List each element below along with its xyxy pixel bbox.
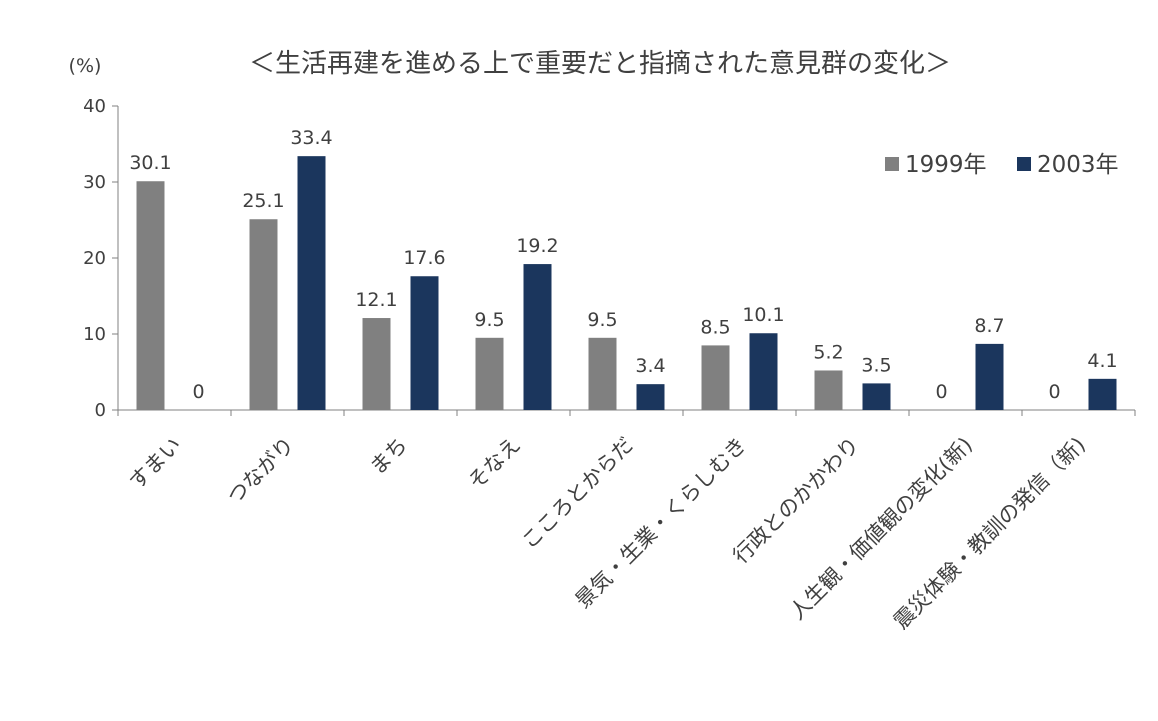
y-axis-unit-label: (%)	[69, 55, 102, 77]
bar-series1	[814, 370, 843, 410]
bar-series2	[862, 383, 891, 410]
bar-series1	[362, 318, 391, 410]
x-category-label: すまい	[125, 433, 187, 495]
data-label: 8.5	[700, 316, 730, 338]
data-label: 5.2	[813, 341, 843, 363]
data-label: 0	[192, 381, 204, 403]
x-category-label: 人生観・価値観の変化(新)	[785, 433, 977, 625]
bar-series2	[297, 156, 326, 410]
y-tick-label: 10	[83, 324, 106, 345]
data-label: 0	[1048, 381, 1060, 403]
legend-label: 1999年	[905, 152, 987, 178]
data-label: 17.6	[403, 247, 445, 269]
bar-series1	[701, 345, 730, 410]
legend-label: 2003年	[1037, 152, 1119, 178]
legend-swatch	[1017, 157, 1031, 171]
data-label: 9.5	[587, 309, 617, 331]
bar-series2	[636, 384, 665, 410]
y-tick-label: 30	[83, 172, 106, 193]
data-label: 0	[935, 381, 947, 403]
data-label: 25.1	[242, 190, 284, 212]
x-category-label: 震災体験・教訓の発信（新)	[889, 433, 1090, 634]
y-tick-label: 0	[95, 400, 106, 421]
bar-series2	[975, 343, 1004, 410]
x-category-label: こころとからだ	[517, 433, 638, 554]
bar-series1	[475, 337, 504, 410]
data-label: 33.4	[290, 127, 332, 149]
y-tick-label: 20	[83, 248, 106, 269]
bar-series1	[136, 181, 165, 410]
data-label: 4.1	[1087, 350, 1117, 372]
x-category-label: そなえ	[464, 433, 526, 495]
data-label: 9.5	[474, 309, 504, 331]
bar-series2	[1088, 378, 1117, 410]
bar-series2	[410, 276, 439, 410]
legend-swatch	[885, 157, 899, 171]
bar-series1	[588, 337, 617, 410]
data-label: 3.5	[861, 354, 891, 376]
bar-series1	[249, 219, 278, 410]
data-label: 10.1	[742, 304, 784, 326]
x-category-label: まち	[365, 433, 412, 480]
chart-title: ＜生活再建を進める上で重要だと指摘された意見群の変化＞	[249, 49, 951, 79]
data-label: 30.1	[129, 152, 171, 174]
data-label: 12.1	[355, 289, 397, 311]
data-label: 8.7	[974, 315, 1004, 337]
bar-series2	[749, 333, 778, 410]
legend: 1999年 2003年	[885, 152, 1119, 178]
data-label: 19.2	[516, 235, 558, 257]
x-category-label: つながり	[223, 433, 299, 509]
y-tick-label: 40	[83, 96, 106, 117]
bar-series2	[523, 264, 552, 410]
data-label: 3.4	[635, 355, 665, 377]
